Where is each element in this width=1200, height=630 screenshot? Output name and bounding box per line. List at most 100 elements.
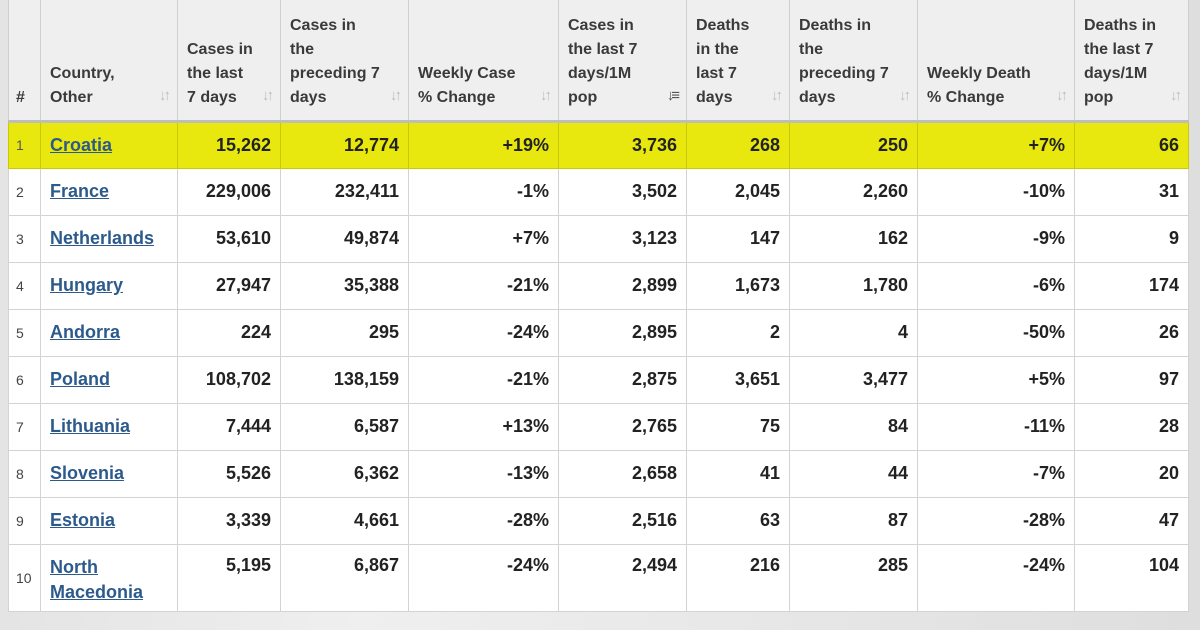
country-cell: France: [40, 167, 178, 216]
column-header-label: #: [16, 88, 25, 106]
country-link[interactable]: Lithuania: [50, 416, 130, 436]
cases-preceding-cell: 49,874: [280, 214, 409, 263]
table-body: 1 Croatia 15,262 12,774 +19% 3,736 268 2…: [8, 120, 1189, 612]
deaths-7-days-cell: 3,651: [686, 355, 790, 404]
column-header-label: Weekly Death % Change: [927, 64, 1031, 106]
column-header-deaths-7-days[interactable]: Deaths in the last 7 days ↓↑: [686, 0, 790, 123]
deaths-per-1m-cell: 47: [1074, 496, 1189, 545]
country-cell: Netherlands: [40, 214, 178, 263]
cases-preceding-cell: 6,362: [280, 449, 409, 498]
column-header-rank[interactable]: #: [8, 0, 41, 123]
column-header-deaths-per-1m[interactable]: Deaths in the last 7 days/1M pop ↓↑: [1074, 0, 1189, 123]
cases-per-1m-cell: 2,899: [558, 261, 687, 310]
sort-updown-icon[interactable]: ↓↑: [1170, 86, 1182, 104]
column-header-deaths-preceding[interactable]: Deaths in the preceding 7 days ↓↑: [789, 0, 918, 123]
cases-per-1m-cell: 3,123: [558, 214, 687, 263]
column-header-label: Deaths in the last 7 days: [696, 16, 750, 106]
sort-updown-icon[interactable]: ↓↑: [771, 86, 783, 104]
weekly-case-change-cell: -24%: [408, 543, 559, 612]
deaths-per-1m-cell: 97: [1074, 355, 1189, 404]
table-row: 5 Andorra 224 295 -24% 2,895 2 4 -50% 26: [8, 308, 1189, 357]
country-cell: Lithuania: [40, 402, 178, 451]
sort-updown-icon[interactable]: ↓↑: [1056, 86, 1068, 104]
column-header-weekly-death-change[interactable]: Weekly Death % Change ↓↑: [917, 0, 1075, 123]
sort-updown-icon[interactable]: ↓↑: [262, 86, 274, 104]
deaths-7-days-cell: 63: [686, 496, 790, 545]
country-cell: North Macedonia: [40, 543, 178, 612]
deaths-preceding-cell: 2,260: [789, 167, 918, 216]
header-row: # Country, Other ↓↑ Cases in the last 7 …: [8, 0, 1189, 123]
country-cell: Slovenia: [40, 449, 178, 498]
sort-updown-icon[interactable]: ↓↑: [540, 86, 552, 104]
cases-preceding-cell: 6,867: [280, 543, 409, 612]
table-row: 3 Netherlands 53,610 49,874 +7% 3,123 14…: [8, 214, 1189, 263]
column-header-label: Deaths in the last 7 days/1M pop: [1084, 16, 1157, 106]
cases-7-days-cell: 229,006: [177, 167, 281, 216]
weekly-death-change-cell: -24%: [917, 543, 1075, 612]
weekly-death-change-cell: -28%: [917, 496, 1075, 545]
cases-preceding-cell: 295: [280, 308, 409, 357]
country-link[interactable]: Poland: [50, 369, 111, 389]
rank-cell: 4: [8, 261, 41, 310]
country-link[interactable]: Estonia: [50, 510, 116, 530]
deaths-7-days-cell: 147: [686, 214, 790, 263]
sort-updown-icon[interactable]: ↓↑: [159, 86, 171, 104]
column-header-label: Cases in the last 7 days: [187, 40, 253, 106]
cases-per-1m-cell: 3,502: [558, 167, 687, 216]
cases-per-1m-cell: 2,875: [558, 355, 687, 404]
rank-cell: 6: [8, 355, 41, 404]
cases-preceding-cell: 138,159: [280, 355, 409, 404]
cases-per-1m-cell: 2,765: [558, 402, 687, 451]
rank-cell: 5: [8, 308, 41, 357]
cases-7-days-cell: 108,702: [177, 355, 281, 404]
rank-cell: 9: [8, 496, 41, 545]
table-row: 2 France 229,006 232,411 -1% 3,502 2,045…: [8, 167, 1189, 216]
country-cell: Croatia: [40, 120, 178, 169]
cases-7-days-cell: 3,339: [177, 496, 281, 545]
country-link[interactable]: France: [50, 181, 110, 201]
column-header-label: Cases in the preceding 7 days: [290, 16, 380, 106]
column-header-cases-7-days[interactable]: Cases in the last 7 days ↓↑: [177, 0, 281, 123]
country-link[interactable]: Slovenia: [50, 463, 125, 483]
table-row: 9 Estonia 3,339 4,661 -28% 2,516 63 87 -…: [8, 496, 1189, 545]
deaths-7-days-cell: 216: [686, 543, 790, 612]
country-cell: Poland: [40, 355, 178, 404]
cases-7-days-cell: 5,195: [177, 543, 281, 612]
weekly-case-change-cell: -13%: [408, 449, 559, 498]
table-row: 7 Lithuania 7,444 6,587 +13% 2,765 75 84…: [8, 402, 1189, 451]
weekly-death-change-cell: +7%: [917, 120, 1075, 169]
weekly-death-change-cell: -10%: [917, 167, 1075, 216]
column-header-weekly-case-change[interactable]: Weekly Case % Change ↓↑: [408, 0, 559, 123]
cases-preceding-cell: 4,661: [280, 496, 409, 545]
sort-descending-icon[interactable]: ↓≡: [666, 86, 680, 104]
deaths-per-1m-cell: 66: [1074, 120, 1189, 169]
sort-updown-icon[interactable]: ↓↑: [899, 86, 911, 104]
rank-cell: 7: [8, 402, 41, 451]
weekly-case-change-cell: +7%: [408, 214, 559, 263]
rank-cell: 2: [8, 167, 41, 216]
deaths-per-1m-cell: 20: [1074, 449, 1189, 498]
deaths-preceding-cell: 250: [789, 120, 918, 169]
column-header-label: Weekly Case % Change: [418, 64, 516, 106]
country-cell: Estonia: [40, 496, 178, 545]
deaths-per-1m-cell: 9: [1074, 214, 1189, 263]
cases-preceding-cell: 35,388: [280, 261, 409, 310]
rank-cell: 8: [8, 449, 41, 498]
cases-preceding-cell: 232,411: [280, 167, 409, 216]
sort-updown-icon[interactable]: ↓↑: [390, 86, 402, 104]
country-link[interactable]: Andorra: [50, 322, 121, 342]
country-link[interactable]: North Macedonia: [50, 556, 144, 602]
column-header-cases-preceding[interactable]: Cases in the preceding 7 days ↓↑: [280, 0, 409, 123]
column-header-label: Country, Other: [50, 64, 115, 106]
country-link[interactable]: Croatia: [50, 134, 113, 155]
column-header-cases-per-1m[interactable]: Cases in the last 7 days/1M pop ↓≡: [558, 0, 687, 123]
country-link[interactable]: Hungary: [50, 275, 124, 295]
table-header: # Country, Other ↓↑ Cases in the last 7 …: [8, 0, 1189, 123]
deaths-preceding-cell: 84: [789, 402, 918, 451]
column-header-country[interactable]: Country, Other ↓↑: [40, 0, 178, 123]
table-row: 6 Poland 108,702 138,159 -21% 2,875 3,65…: [8, 355, 1189, 404]
weekly-case-change-cell: +19%: [408, 120, 559, 169]
deaths-preceding-cell: 285: [789, 543, 918, 612]
country-link[interactable]: Netherlands: [50, 228, 155, 248]
